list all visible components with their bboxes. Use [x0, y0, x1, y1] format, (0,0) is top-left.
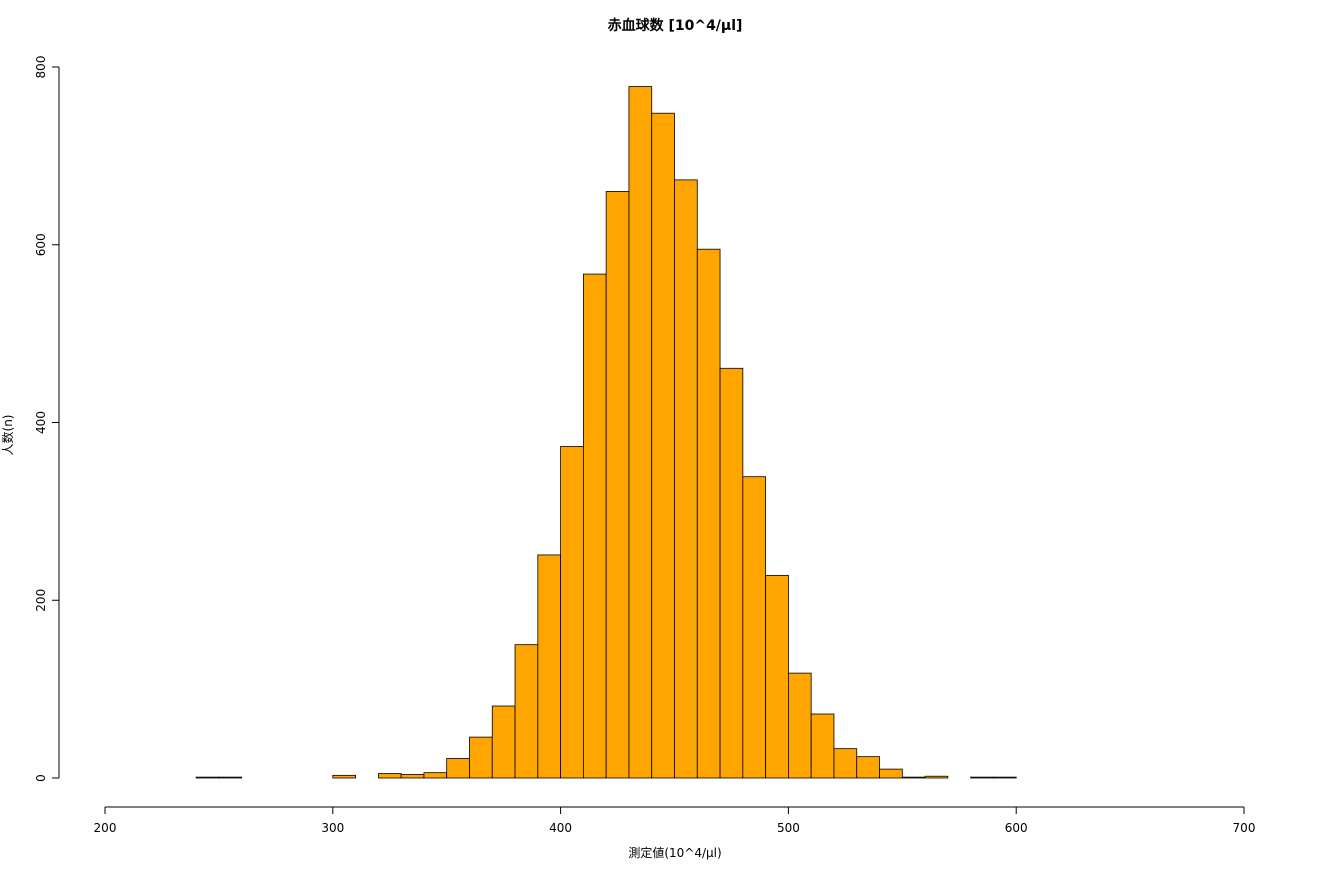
bar [560, 446, 584, 779]
bar [582, 273, 607, 779]
bar [696, 248, 721, 779]
y-axis-label: 人数(n) [0, 415, 15, 456]
bar [674, 179, 698, 779]
bar [377, 773, 402, 779]
x-tick-label: 400 [549, 821, 572, 835]
bar [833, 748, 858, 779]
bar [628, 86, 653, 779]
x-tick-label: 700 [1233, 821, 1256, 835]
bar [788, 672, 812, 779]
bar [765, 574, 789, 779]
chart-title: 赤血球数 [10^4/μl] [608, 17, 743, 34]
bar [218, 776, 243, 779]
y-tick-label: 400 [34, 411, 48, 434]
x-tick-label: 300 [321, 821, 344, 835]
bar [491, 705, 516, 779]
y-tick-label: 800 [34, 56, 48, 79]
bar [400, 774, 425, 779]
bar [901, 776, 926, 779]
bar [446, 758, 470, 779]
x-axis-label: 測定値(10^4/μl) [628, 845, 721, 860]
bar [195, 776, 220, 779]
bar [993, 776, 1017, 779]
bar [651, 112, 675, 779]
bar [742, 476, 767, 779]
y-tick-label: 600 [34, 233, 48, 256]
bar [924, 775, 949, 779]
bar [970, 776, 994, 779]
y-tick-label: 200 [34, 589, 48, 612]
x-tick-label: 200 [94, 821, 117, 835]
x-tick-label: 600 [1005, 821, 1028, 835]
x-tick-label: 500 [777, 821, 800, 835]
bar [879, 768, 903, 779]
bar [810, 713, 835, 779]
bar [605, 191, 630, 779]
bar [856, 756, 880, 779]
bar [514, 644, 539, 779]
bar [719, 367, 744, 779]
bar [469, 736, 493, 779]
bar [332, 774, 356, 779]
bar [537, 554, 562, 779]
bar [423, 772, 448, 779]
y-tick-label: 0 [34, 774, 48, 782]
